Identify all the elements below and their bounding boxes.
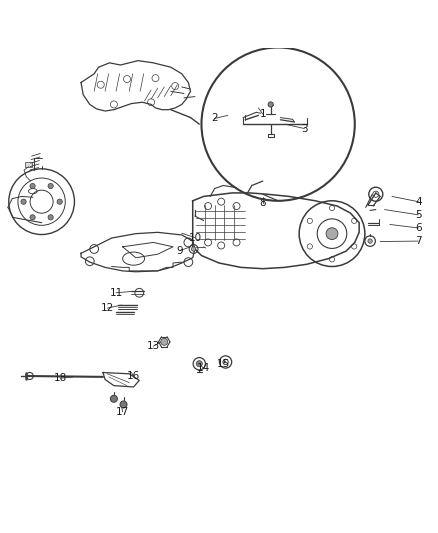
Circle shape <box>326 228 338 239</box>
Text: 18: 18 <box>54 373 67 383</box>
Text: 13: 13 <box>147 341 160 351</box>
Text: 2: 2 <box>211 114 218 124</box>
Text: 9: 9 <box>176 246 183 256</box>
Circle shape <box>48 183 53 189</box>
Text: 1: 1 <box>259 109 266 119</box>
Text: 15: 15 <box>217 359 230 369</box>
Text: 11: 11 <box>110 288 123 298</box>
Circle shape <box>191 247 196 251</box>
Text: 4: 4 <box>415 197 422 207</box>
Circle shape <box>30 215 35 220</box>
Text: 6: 6 <box>415 223 422 233</box>
Text: 3: 3 <box>301 124 308 134</box>
Circle shape <box>161 338 168 345</box>
Circle shape <box>57 199 62 204</box>
FancyBboxPatch shape <box>25 162 32 167</box>
Circle shape <box>30 183 35 189</box>
Circle shape <box>120 401 127 408</box>
Text: 8: 8 <box>259 198 266 208</box>
Text: 14: 14 <box>197 363 210 373</box>
Circle shape <box>110 395 117 402</box>
Text: 7: 7 <box>415 236 422 246</box>
Text: 10: 10 <box>188 232 201 243</box>
Text: 16: 16 <box>127 371 140 381</box>
Circle shape <box>268 102 273 107</box>
Text: 5: 5 <box>415 210 422 220</box>
Text: 17: 17 <box>116 407 129 417</box>
Text: 12: 12 <box>101 303 114 313</box>
Circle shape <box>48 215 53 220</box>
Circle shape <box>368 239 372 243</box>
Circle shape <box>196 361 202 367</box>
Circle shape <box>21 199 26 204</box>
